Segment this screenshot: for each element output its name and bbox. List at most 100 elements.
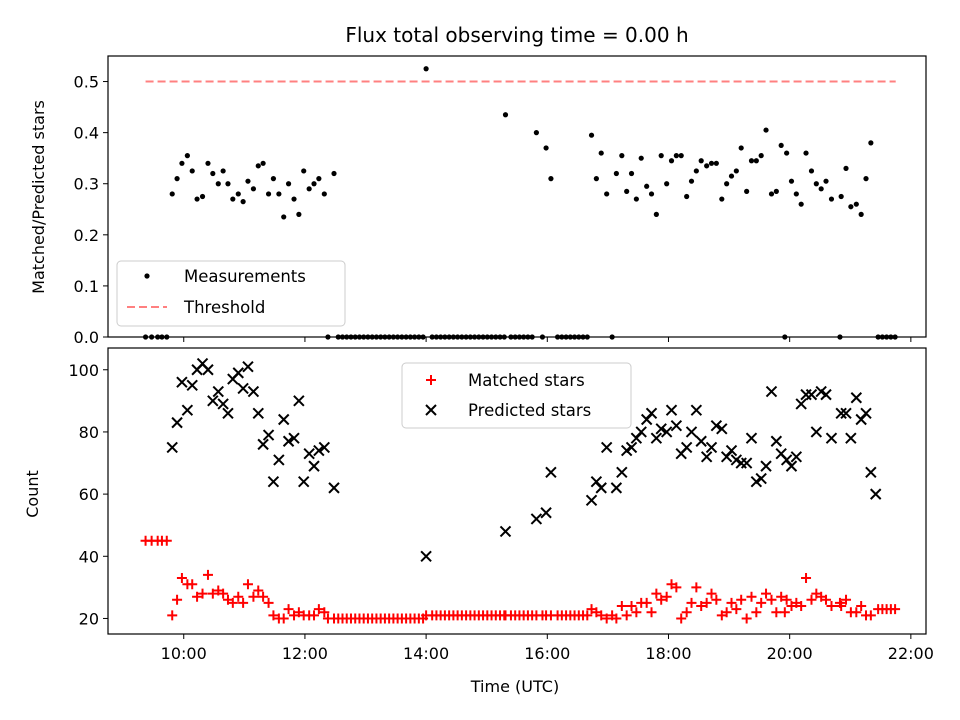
matched-star-point xyxy=(253,585,264,596)
measurement-point xyxy=(301,168,307,174)
matched-star-point xyxy=(176,573,187,584)
matched-star-point xyxy=(207,588,218,599)
matched-star-point xyxy=(601,613,612,624)
predicted-star-point xyxy=(820,388,832,401)
measurement-point xyxy=(713,160,719,166)
matched-star-point xyxy=(686,597,697,608)
predicted-star-point xyxy=(282,435,295,447)
measurement-point xyxy=(768,191,775,197)
count-panel: 20 40 60 80 100 10:00 12:00 14:00 16:00 18:00 20:0… xyxy=(23,347,934,663)
count-y-tick-label: 20 xyxy=(79,609,99,628)
predicted-star-point xyxy=(298,475,310,488)
measurement-point xyxy=(818,186,824,192)
measurement-point xyxy=(604,191,610,197)
legend-matched-marker xyxy=(426,375,436,385)
matched-star-point xyxy=(172,594,183,605)
predicted-star-point xyxy=(207,395,219,407)
measurement-point xyxy=(863,176,869,182)
legend-label: Threshold xyxy=(183,298,265,317)
ratio-plot-area: 0.0 0.1 0.2 0.3 0.4 0.5 Measurements Threshold xyxy=(74,55,927,347)
measurement-point xyxy=(169,191,175,197)
predicted-star-point xyxy=(840,407,852,419)
legend-label: Matched stars xyxy=(468,371,585,390)
measurement-point xyxy=(593,176,599,182)
predicted-star-point xyxy=(725,444,738,457)
matched-star-point xyxy=(656,594,667,605)
matched-star-point xyxy=(851,607,862,618)
predicted-star-point xyxy=(530,513,543,525)
measurement-point xyxy=(533,130,539,136)
predicted-star-point xyxy=(645,407,658,419)
predicted-star-point xyxy=(267,475,280,488)
measurement-point xyxy=(698,158,704,164)
measurement-point xyxy=(843,165,849,171)
predicted-star-point xyxy=(825,432,838,444)
predicted-star-point xyxy=(499,525,512,538)
measurement-point xyxy=(664,181,670,187)
predicted-star-point xyxy=(810,426,823,438)
ratio-y-tick-label: 0.4 xyxy=(74,124,99,143)
measurement-point xyxy=(784,150,790,156)
count-axes-frame xyxy=(107,347,927,635)
matched-star-point xyxy=(582,610,593,621)
predicted-star-point xyxy=(665,404,678,416)
measurement-point xyxy=(225,181,231,187)
measurement-point xyxy=(798,201,804,207)
matched-star-point xyxy=(258,591,269,602)
ratio-y-tick-label: 0.5 xyxy=(74,73,99,92)
measurement-point xyxy=(719,196,725,202)
predicted-star-point xyxy=(278,413,290,426)
measurement-point xyxy=(724,181,730,187)
predicted-star-point xyxy=(217,398,229,410)
predicted-star-point xyxy=(710,420,723,432)
matched-star-point xyxy=(218,588,229,599)
matched-star-point xyxy=(531,610,542,621)
measurement-point xyxy=(638,155,644,161)
predicted-star-point xyxy=(257,438,269,451)
predicted-star-point xyxy=(222,407,234,419)
measurement-point xyxy=(763,127,769,133)
measurement-point xyxy=(848,204,854,210)
predicted-star-point xyxy=(685,426,698,438)
predicted-star-point xyxy=(740,457,753,469)
matched-star-point xyxy=(721,607,732,618)
predicted-star-point xyxy=(690,404,703,416)
matched-star-point xyxy=(731,604,742,615)
measurement-point xyxy=(728,173,735,179)
matched-star-point xyxy=(202,569,213,580)
matched-star-point xyxy=(781,594,792,605)
measurement-point xyxy=(199,193,206,200)
predicted-star-point xyxy=(760,460,772,472)
predicted-star-point xyxy=(273,454,285,466)
matched-star-point xyxy=(278,613,289,624)
predicted-star-point xyxy=(293,395,305,407)
matched-star-point xyxy=(319,607,330,618)
matched-star-point xyxy=(706,588,717,599)
predicted-star-point xyxy=(845,432,857,444)
ratio-y-tick-label: 0.1 xyxy=(74,277,99,296)
measurement-point xyxy=(693,168,699,174)
measurement-point xyxy=(184,153,190,159)
measurement-point xyxy=(788,178,795,184)
measurement-point xyxy=(423,66,429,72)
predicted-star-point xyxy=(755,472,767,485)
matched-star-point xyxy=(821,594,832,605)
predicted-star-point xyxy=(850,392,863,404)
measurement-point xyxy=(633,196,639,202)
predicted-star-point xyxy=(318,441,331,454)
measurement-point xyxy=(543,145,549,151)
measurement-point xyxy=(174,176,180,182)
count-series-matched-stars xyxy=(140,535,901,624)
predicted-star-point xyxy=(308,460,320,472)
predicted-star-point xyxy=(835,407,847,419)
matched-star-point xyxy=(641,597,652,608)
predicted-star-point xyxy=(328,482,340,494)
matched-star-point xyxy=(309,610,320,621)
predicted-star-point xyxy=(635,426,647,438)
matched-star-point xyxy=(283,604,294,615)
matched-star-point xyxy=(741,613,752,624)
predicted-star-point xyxy=(288,432,300,444)
matched-star-point xyxy=(248,591,259,602)
measurement-point xyxy=(588,132,595,138)
predicted-star-point xyxy=(795,398,807,410)
